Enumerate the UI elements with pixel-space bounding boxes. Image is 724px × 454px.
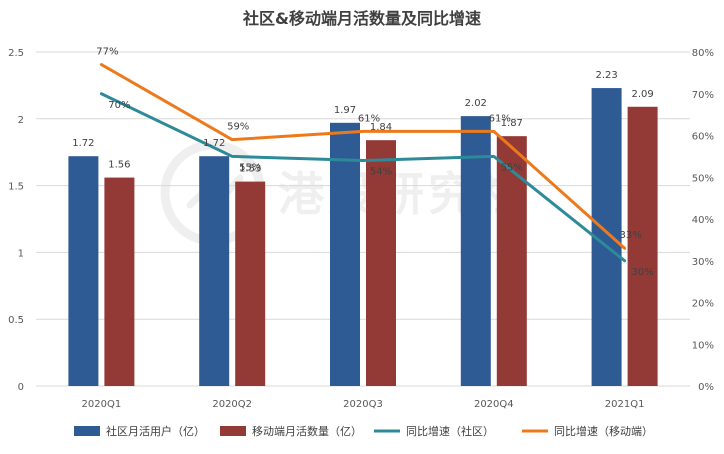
legend-label: 社区月活用户（亿） <box>106 424 205 438</box>
legend-label: 移动端月活数量（亿） <box>252 425 362 438</box>
line-data-label: 61% <box>489 113 511 124</box>
y-right-tick-label: 10% <box>692 340 714 351</box>
line-data-label: 77% <box>96 47 118 58</box>
chart-title: 社区&移动端月活数量及同比增速 <box>242 9 481 28</box>
bar-mobile <box>104 177 135 386</box>
series-line-community-growth <box>99 92 627 263</box>
line-data-label: 55% <box>501 162 523 173</box>
bar-data-label: 2.23 <box>595 70 617 81</box>
legend-label: 同比增速（移动端） <box>554 424 653 438</box>
bar-mobile <box>235 181 266 386</box>
line-data-label: 55% <box>239 162 261 173</box>
bar-data-label: 1.72 <box>203 138 225 149</box>
bar-mobile <box>366 140 396 386</box>
y-right-tick-label: 0% <box>698 382 714 393</box>
line-data-label: 30% <box>631 267 653 278</box>
bar-community <box>199 156 230 386</box>
y-right-tick-label: 60% <box>692 132 714 143</box>
grid-layer <box>36 51 690 387</box>
label-layer: 1.72 1.72 1.97 2.02 2.23 1.56 1.53 1.84 1.87 2.09… <box>72 47 653 278</box>
y-left-tick-label: 0.5 <box>8 315 24 326</box>
bar-community <box>460 116 491 387</box>
bar-data-label: 1.56 <box>108 160 130 171</box>
bar-data-label: 1.87 <box>501 118 523 129</box>
y-right-tick-label: 20% <box>692 299 714 310</box>
bar-layer <box>68 88 658 387</box>
y-left-tick-label: 1 <box>18 248 24 259</box>
bar-mobile <box>496 136 527 386</box>
bar-community <box>68 156 99 386</box>
line-data-label: 70% <box>108 100 130 111</box>
line-data-label: 59% <box>227 122 249 133</box>
line-data-label: 33% <box>619 230 641 241</box>
legend: 社区月活用户（亿） 移动端月活数量（亿） 同比增速（社区） 同比增速（移动端） <box>74 424 653 438</box>
line-layer <box>99 63 627 263</box>
series-line-mobile-growth <box>99 63 627 250</box>
y-left-tick-label: 2 <box>18 115 24 126</box>
bar-data-label: 1.97 <box>334 105 356 116</box>
y-right-tick-label: 80% <box>692 48 714 59</box>
bar-mobile <box>627 106 658 386</box>
y-right-tick-label: 40% <box>692 215 714 226</box>
y-left-tick-label: 2.5 <box>8 48 24 59</box>
bar-data-label: 2.02 <box>465 98 487 109</box>
y-left-tick-label: 0 <box>18 382 24 393</box>
bar-data-label: 1.72 <box>72 138 94 149</box>
bar-data-label: 1.53 <box>239 164 261 175</box>
y-right-tick-label: 70% <box>692 90 714 101</box>
legend-swatch <box>220 426 246 436</box>
axis-layer: 0 0.5 1 1.5 2 2.5 0% 10% 20% 30% 40% 50% 60% 70% 80% 20… <box>8 48 714 410</box>
legend-swatch <box>74 426 100 436</box>
x-tick-label: 2020Q2 <box>212 399 252 410</box>
y-right-tick-label: 50% <box>692 173 714 184</box>
y-right-tick-label: 30% <box>692 257 714 268</box>
y-left-tick-label: 1.5 <box>8 182 24 193</box>
line-data-label: 61% <box>358 113 380 124</box>
legend-label: 同比增速（社区） <box>406 424 494 438</box>
x-tick-label: 2020Q3 <box>343 399 383 410</box>
x-tick-label: 2021Q1 <box>605 399 645 410</box>
x-tick-label: 2020Q1 <box>82 399 122 410</box>
bar-data-label: 2.09 <box>631 89 653 100</box>
x-tick-label: 2020Q4 <box>474 399 514 410</box>
line-data-label: 54% <box>370 167 392 178</box>
bar-data-label: 1.84 <box>370 122 392 133</box>
bar-community <box>330 122 360 387</box>
